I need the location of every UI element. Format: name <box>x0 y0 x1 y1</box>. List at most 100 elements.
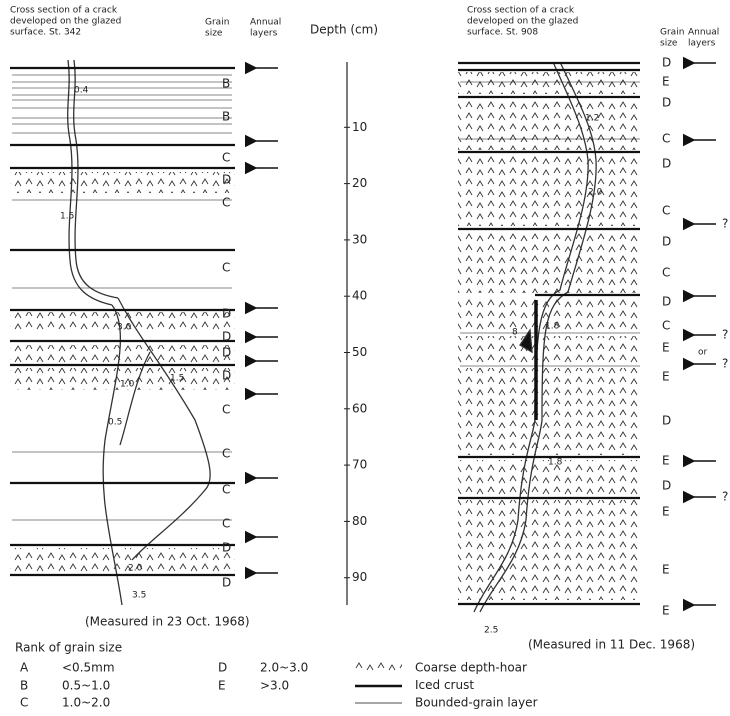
annual-header: Annual <box>250 18 281 28</box>
depth-hoar <box>10 172 235 193</box>
crack-width: 0.4 <box>74 86 89 96</box>
grain-size: E <box>662 75 670 89</box>
rank-range: >3.0 <box>260 679 289 693</box>
rank-letter: C <box>20 696 28 710</box>
grain-header: Grain <box>660 28 684 38</box>
annual-note: ? <box>722 328 728 342</box>
rank-letter: A <box>20 661 29 675</box>
title-line: Cross section of a crack <box>10 6 118 16</box>
grain-size: D <box>662 295 671 309</box>
grain-size: C <box>222 483 230 497</box>
depth-hoar <box>458 368 640 455</box>
depth-hoar <box>10 548 235 572</box>
depth-tick-label: 40 <box>352 289 367 303</box>
legend-symbol: Bounded-grain layer <box>415 696 538 710</box>
rank-range: 2.0~3.0 <box>260 661 308 675</box>
caption: (Measured in 23 Oct. 1968) <box>85 615 250 629</box>
annual-note: ? <box>722 490 728 504</box>
crack-width: 1.5 <box>170 374 184 384</box>
rank-letter: D <box>218 661 227 675</box>
depth-tick-label: 10 <box>352 120 367 134</box>
title-line: Cross section of a crack <box>467 6 575 16</box>
grain-size: D <box>222 346 231 360</box>
crack-width: 1.8 <box>545 322 560 332</box>
grain-size: D <box>662 414 671 428</box>
grain-size: E <box>662 454 670 468</box>
annual-note: ? <box>722 217 728 231</box>
grain-size: D <box>222 541 231 555</box>
grain-size: E <box>662 505 670 519</box>
depth-hoar <box>458 336 640 364</box>
crack-width: 1.5 <box>60 212 74 222</box>
title-line: surface. St. 908 <box>467 28 538 38</box>
crack-left <box>67 59 211 606</box>
legend-symbol: Coarse depth-hoar <box>415 661 527 675</box>
depth-tick-label: 80 <box>352 514 367 528</box>
depth-hoar <box>458 100 640 150</box>
grain-size: D <box>662 157 671 171</box>
depth-hoar <box>10 345 235 364</box>
rank-range: <0.5mm <box>62 661 115 675</box>
depth-hoar <box>458 298 640 330</box>
annual-header: layers <box>250 29 278 39</box>
grain-size: E <box>662 604 670 618</box>
grain-size: E <box>662 563 670 577</box>
grain-size: D <box>222 330 231 344</box>
depth-tick-label: 60 <box>352 401 367 415</box>
depth-tick-label: 30 <box>352 232 367 246</box>
crack-width: 3.5 <box>132 591 146 601</box>
annual-header: Annual <box>688 28 719 38</box>
grain-size: C <box>222 403 230 417</box>
grain-size: C <box>662 319 670 333</box>
depth-hoar <box>458 155 640 226</box>
crack-width: 1.8 <box>548 458 563 468</box>
crack-width: 1.0 <box>120 380 135 390</box>
grain-size: C <box>222 447 230 461</box>
depth-hoar <box>458 460 640 495</box>
grain-size: E <box>662 341 670 355</box>
annual-note: or <box>698 348 708 358</box>
depth-hoar <box>458 232 640 293</box>
title-line: developed on the glazed <box>10 17 121 27</box>
grain-size: D <box>662 96 671 110</box>
rank-range: 0.5~1.0 <box>62 679 110 693</box>
legend-title: Rank of grain size <box>15 641 122 655</box>
crack-width: 2.0 <box>128 564 143 574</box>
grain-header: size <box>205 29 223 39</box>
depth-tick-label: 20 <box>352 176 367 190</box>
grain-size: C <box>222 517 230 531</box>
grain-size: D <box>222 173 231 187</box>
crack-width: 1.2 <box>585 114 599 124</box>
grain-size: D <box>662 235 671 249</box>
crack-width: 8 <box>512 328 518 338</box>
title-line: developed on the glazed <box>467 17 578 27</box>
annual-note: ? <box>722 357 728 371</box>
grain-size: D <box>222 576 231 590</box>
grain-size: C <box>662 266 670 280</box>
grain-size: C <box>222 151 230 165</box>
legend-symbol: Iced crust <box>415 678 474 692</box>
caption: (Measured in 11 Dec. 1968) <box>528 638 695 652</box>
depth-hoar <box>458 500 640 600</box>
depth-hoar <box>10 312 235 330</box>
grain-size: C <box>662 204 670 218</box>
crack-width: 2.5 <box>484 626 498 636</box>
rank-range: 1.0~2.0 <box>62 696 110 710</box>
grain-size: C <box>222 196 230 210</box>
depth-label: Depth (cm) <box>310 23 378 37</box>
grain-size: C <box>662 132 670 146</box>
rank-letter: B <box>20 679 28 693</box>
crack-width: 3.0 <box>117 323 132 333</box>
legend-hoar <box>352 662 402 673</box>
grain-size: D <box>662 479 671 493</box>
grain-size: D <box>222 307 231 321</box>
grain-size: D <box>222 369 231 383</box>
crack-width: 2.0 <box>588 188 603 198</box>
depth-tick-label: 70 <box>352 458 367 472</box>
grain-size: B <box>222 77 230 91</box>
grain-header: Grain <box>205 18 229 28</box>
depth-tick-label: 50 <box>352 345 367 359</box>
title-line: surface. St. 342 <box>10 28 81 38</box>
depth-tick-label: 90 <box>352 570 367 584</box>
